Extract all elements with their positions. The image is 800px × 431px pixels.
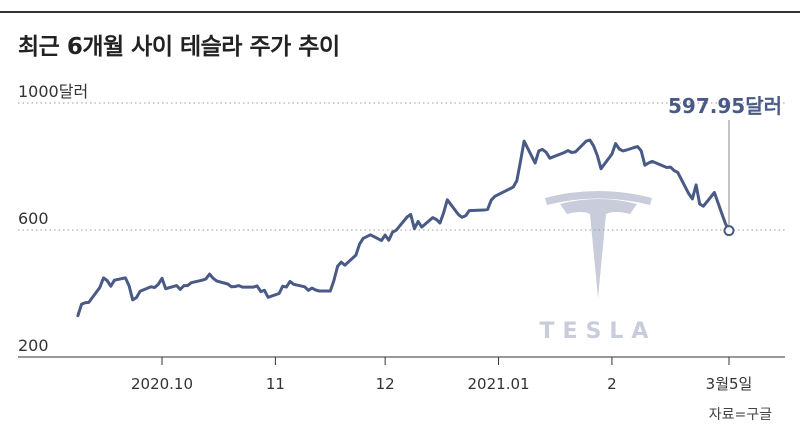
page-title: 최근 6개월 사이 테슬라 주가 추이 [18, 34, 340, 60]
top-rule [0, 11, 800, 13]
x-tick-label: 2021.01 [468, 375, 530, 393]
x-tick-label: 12 [376, 375, 395, 393]
last-price-marker [723, 225, 735, 237]
y-tick-label: 600 [18, 209, 49, 228]
source-note: 자료=구글 [708, 407, 772, 423]
price-line [76, 138, 731, 318]
y-tick-label: 200 [18, 336, 49, 355]
tesla-logo-watermark [545, 191, 652, 298]
tesla-wordmark-watermark: TESLA [540, 319, 657, 344]
x-tick-label: 2 [607, 375, 617, 393]
x-tick-label: 3월5일 [706, 375, 753, 393]
y-tick-label: 1000달러 [18, 82, 88, 101]
tesla-wordmark-text: TESLA [540, 319, 657, 344]
last-price-annotation: 597.95달러 [668, 94, 782, 118]
x-tick-label: 2020.10 [131, 375, 193, 393]
x-tick-label: 11 [266, 375, 285, 393]
